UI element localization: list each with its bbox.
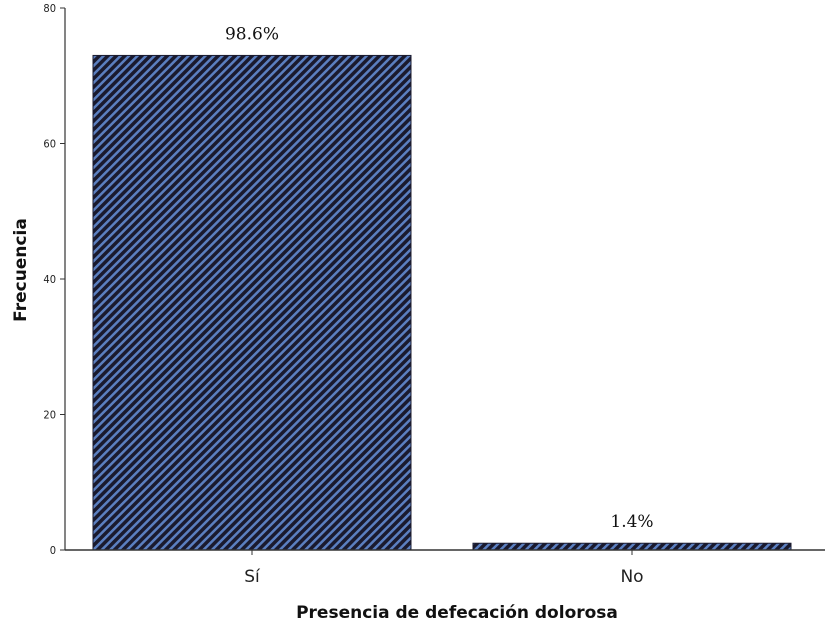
data-label-0: 98.6% — [225, 24, 279, 44]
bars-group: 98.6% 1.4% — [92, 24, 792, 551]
bar-1 — [472, 542, 792, 551]
x-tick-label-1: No — [620, 567, 643, 587]
y-axis: 0 20 40 60 80 — [43, 2, 66, 557]
y-tick-label-0: 0 — [50, 544, 56, 557]
y-tick-label-4: 80 — [43, 2, 56, 15]
y-axis-title: Frecuencia — [11, 218, 31, 322]
y-tick-label-1: 20 — [43, 409, 56, 422]
x-axis: Sí No — [65, 549, 825, 587]
y-tick-label-3: 60 — [43, 138, 56, 151]
data-label-1: 1.4% — [610, 512, 653, 532]
bar-0 — [92, 54, 412, 551]
x-tick-label-0: Sí — [244, 567, 261, 587]
y-tick-label-2: 40 — [43, 273, 56, 286]
x-axis-title: Presencia de defecación dolorosa — [296, 603, 618, 623]
